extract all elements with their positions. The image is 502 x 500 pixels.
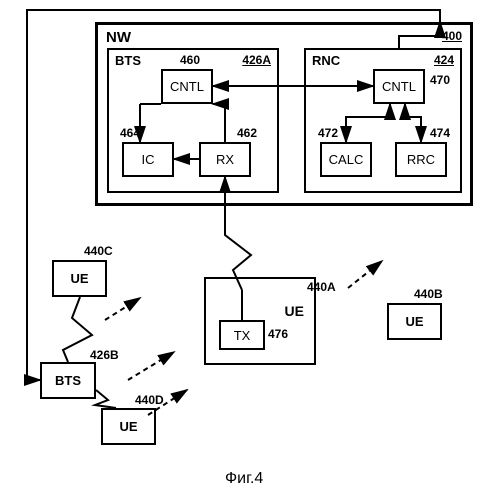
label-bts1: BTS (115, 53, 141, 68)
label-calc: CALC (322, 152, 370, 167)
label-ue-b: UE (389, 314, 440, 329)
num-bts2: 426B (90, 348, 119, 362)
num-ue-c: 440C (84, 244, 113, 258)
num-ue-d: 440D (135, 393, 164, 407)
node-rrc: RRC (395, 142, 447, 177)
label-ic: IC (124, 152, 172, 167)
label-ue-d: UE (103, 419, 154, 434)
node-ue-d: UE (101, 408, 156, 445)
node-cntl1: CNTL (161, 69, 213, 104)
label-cntl2: CNTL (375, 79, 423, 94)
node-calc: CALC (320, 142, 372, 177)
num-bts1: 426A (242, 53, 271, 67)
label-tx: TX (221, 328, 263, 343)
node-ic: IC (122, 142, 174, 177)
num-rnc: 424 (434, 53, 454, 67)
num-cntl2: 470 (430, 73, 450, 87)
num-ic: 464 (120, 126, 140, 140)
label-cntl1: CNTL (163, 79, 211, 94)
node-rx: RX (199, 142, 251, 177)
label-rx: RX (201, 152, 249, 167)
num-rrc: 474 (430, 126, 450, 140)
num-cntl1: 460 (180, 53, 200, 67)
num-ue-b: 440B (414, 287, 443, 301)
label-ue-c: UE (54, 271, 105, 286)
num-calc: 472 (318, 126, 338, 140)
node-cntl2: CNTL (373, 69, 425, 104)
label-nw: NW (106, 29, 131, 46)
node-ue-b: UE (387, 303, 442, 340)
num-ue-a: 440A (307, 280, 336, 294)
label-ue-a: UE (285, 303, 304, 319)
figure-caption: Фиг.4 (225, 470, 263, 488)
label-rnc: RNC (312, 53, 340, 68)
label-bts2: BTS (42, 373, 94, 388)
num-tx: 476 (268, 327, 288, 341)
node-ue-c: UE (52, 260, 107, 297)
label-rrc: RRC (397, 152, 445, 167)
num-rx: 462 (237, 126, 257, 140)
node-tx: TX (219, 320, 265, 350)
num-nw: 400 (442, 29, 462, 43)
node-bts2: BTS (40, 362, 96, 399)
